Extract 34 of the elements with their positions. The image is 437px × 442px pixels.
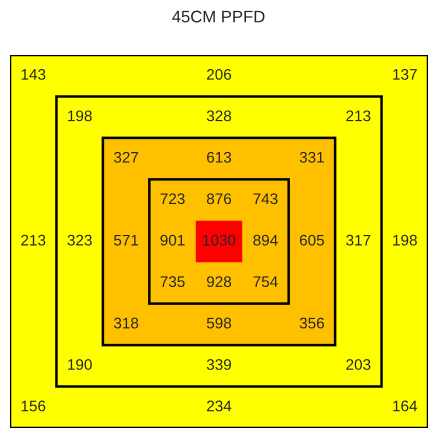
data-label: 605 bbox=[300, 234, 324, 246]
data-label: 901 bbox=[160, 234, 185, 246]
data-label: 571 bbox=[114, 234, 138, 246]
data-label: 723 bbox=[160, 193, 185, 204]
data-label: 876 bbox=[206, 193, 232, 204]
data-label: 754 bbox=[253, 276, 278, 288]
data-label: 137 bbox=[393, 69, 417, 80]
data-label: 743 bbox=[253, 193, 278, 204]
data-label: 317 bbox=[346, 234, 370, 246]
data-label: 613 bbox=[207, 152, 232, 163]
data-label: 328 bbox=[206, 110, 232, 122]
data-label: 894 bbox=[253, 234, 278, 246]
data-label: 1030 bbox=[203, 234, 236, 246]
data-label: 156 bbox=[22, 400, 46, 412]
data-label: 234 bbox=[207, 400, 232, 412]
data-label: 198 bbox=[68, 110, 92, 122]
text: 45CM PPFD bbox=[172, 10, 264, 22]
data-label: 206 bbox=[207, 69, 232, 80]
data-label: 339 bbox=[206, 359, 232, 370]
data-label: 190 bbox=[68, 359, 92, 370]
data-label: 323 bbox=[68, 234, 92, 246]
data-label: 213 bbox=[346, 110, 370, 122]
data-label: 203 bbox=[346, 359, 370, 370]
data-label: 318 bbox=[114, 318, 138, 328]
data-label: 198 bbox=[393, 234, 417, 246]
data-label: 327 bbox=[114, 152, 138, 163]
data-label: 356 bbox=[300, 318, 324, 328]
data-label: 331 bbox=[300, 152, 324, 163]
data-label: 598 bbox=[206, 318, 232, 328]
data-label: 164 bbox=[393, 400, 418, 412]
data-label: 928 bbox=[206, 276, 232, 288]
data-label: 143 bbox=[22, 69, 46, 80]
data-label: 213 bbox=[21, 234, 46, 246]
data-label: 735 bbox=[160, 276, 185, 288]
